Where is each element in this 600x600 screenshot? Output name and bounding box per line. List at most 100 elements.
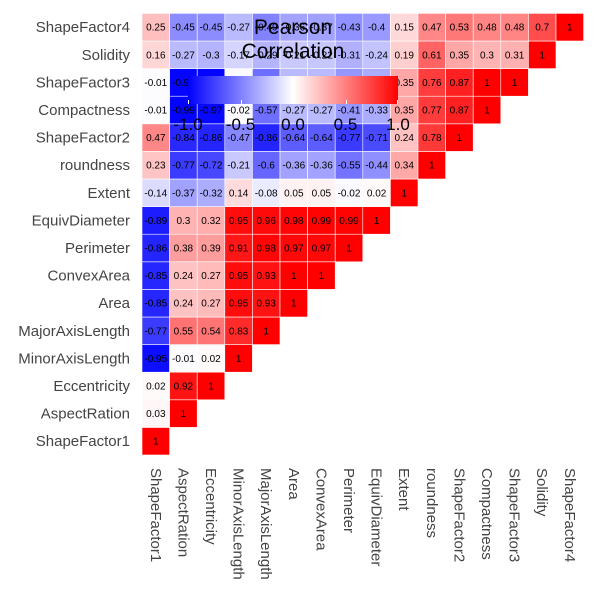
cell-value-label: -0.36 [310,161,333,172]
heatmap-cell [528,40,557,69]
cell-value-label: 1 [208,382,214,393]
heatmap-cell [169,399,198,428]
heatmap-cell [141,40,170,69]
cell-value-label: -0.86 [200,133,223,144]
cell-value-label: -0.44 [365,161,388,172]
cell-value-label: 1 [291,271,297,282]
cell-value-label: 1 [539,50,545,61]
cell-value-label: 0.48 [477,23,497,34]
cell-value-label: 0.87 [450,106,470,117]
cell-value-label: -0.98 [172,78,195,89]
heatmap-cell [224,13,253,42]
heatmap-cell [390,123,419,152]
cell-value-label: 0.47 [422,23,442,34]
cell-value-label: -0.27 [310,106,333,117]
heatmap-cell [196,13,226,42]
x-tick-label: EquivDiameter [368,468,385,566]
cell-value-label: 0.92 [174,382,194,393]
heatmap-cell [528,13,557,42]
cell-value-label: -0.27 [227,23,250,34]
cell-value-label: 1 [263,326,269,337]
heatmap-cell [279,289,308,318]
cell-value-label: 0.93 [256,299,276,310]
cell-value-label: 1 [512,78,518,89]
cell-value-label: -0.55 [338,161,361,172]
y-tick-label: AspectRation [41,406,130,423]
cell-value-label: -0.6 [258,161,276,172]
legend-title-line2: Correlation [241,40,345,63]
cell-value-label: 0.05 [284,188,304,199]
heatmap-cell [334,151,364,180]
heatmap-cell [417,68,446,97]
cell-value-label: 0.24 [394,133,414,144]
cell-value-label: 0.14 [229,188,249,199]
heatmap-cell [334,178,364,207]
cell-value-label: -0.01 [144,78,167,89]
cell-value-label: 0.24 [174,299,194,310]
cell-value-label: 0.19 [394,50,414,61]
heatmap-cell [169,261,198,290]
cell-value-label: -0.17 [227,50,250,61]
cell-value-label: 1 [401,188,407,199]
heatmap-cell [252,289,281,318]
heatmap-cell [390,178,419,207]
cell-value-label: -0.37 [172,188,195,199]
heatmap-cell [252,261,281,290]
heatmap-cell [472,13,502,42]
heatmap-cell [445,13,474,42]
cell-value-label: 0.78 [422,133,442,144]
heatmap-cell [334,40,364,69]
heatmap-cell [334,13,364,42]
cell-value-label: -0.47 [227,133,250,144]
heatmap-cell [307,233,336,263]
heatmap-cell [141,233,170,263]
cell-value-label: 0.05 [312,188,332,199]
heatmap-cell [390,151,419,180]
cell-value-label: -0.32 [200,188,223,199]
cell-value-label: 0.95 [229,299,249,310]
cell-value-label: 1 [319,271,325,282]
heatmap-cell [169,371,198,401]
cell-value-label: -0.21 [282,50,305,61]
heatmap-cell [445,123,474,152]
legend-tick-mark [345,100,347,104]
cell-value-label: 0.55 [174,326,194,337]
y-tick-label: ConvexArea [47,268,130,285]
legend-tick-label: 1.0 [386,115,410,134]
heatmap-cell [196,316,226,345]
cell-value-label: -0.49 [255,23,278,34]
heatmap-cell [169,178,198,207]
cell-value-label: -0.89 [144,216,167,227]
heatmap-cell [279,178,308,207]
cell-value-label: 0.35 [394,78,414,89]
x-tick-label: Solidity [533,468,550,517]
cell-value-label: 0.97 [284,244,304,255]
cell-value-label: 1 [484,106,490,117]
y-tick-label: ShapeFactor2 [36,130,130,147]
cell-value-label: 0.96 [256,216,276,227]
x-tick-label: MinorAxisLength [230,468,247,580]
legend-tick-mark [293,100,294,104]
cell-value-label: 0.99 [312,216,332,227]
heatmap-cell [307,261,336,290]
heatmap-cell [334,123,364,152]
cell-value-label: 1 [291,299,297,310]
cell-value-label: -0.02 [227,106,250,117]
cell-value-label: 0.27 [201,271,221,282]
cell-value-label: 0.98 [256,244,276,255]
heatmap-cell [252,316,281,345]
heatmap-cell [307,178,336,207]
cell-value-label: -0.21 [227,161,250,172]
cell-value-label: -0.36 [282,161,305,172]
cell-value-label: -0.33 [365,106,388,117]
heatmap-cell [224,40,253,69]
heatmap-cell [417,40,446,69]
cell-value-label: -0.37 [310,23,333,34]
legend-tick-mark [240,100,242,104]
heatmap-cell [472,95,502,125]
y-tick-label: MajorAxisLength [18,323,130,340]
heatmap-cell [141,13,170,42]
heatmap-cell [390,40,419,69]
cell-value-label: 0.83 [229,326,249,337]
heatmap-cell [141,206,170,235]
